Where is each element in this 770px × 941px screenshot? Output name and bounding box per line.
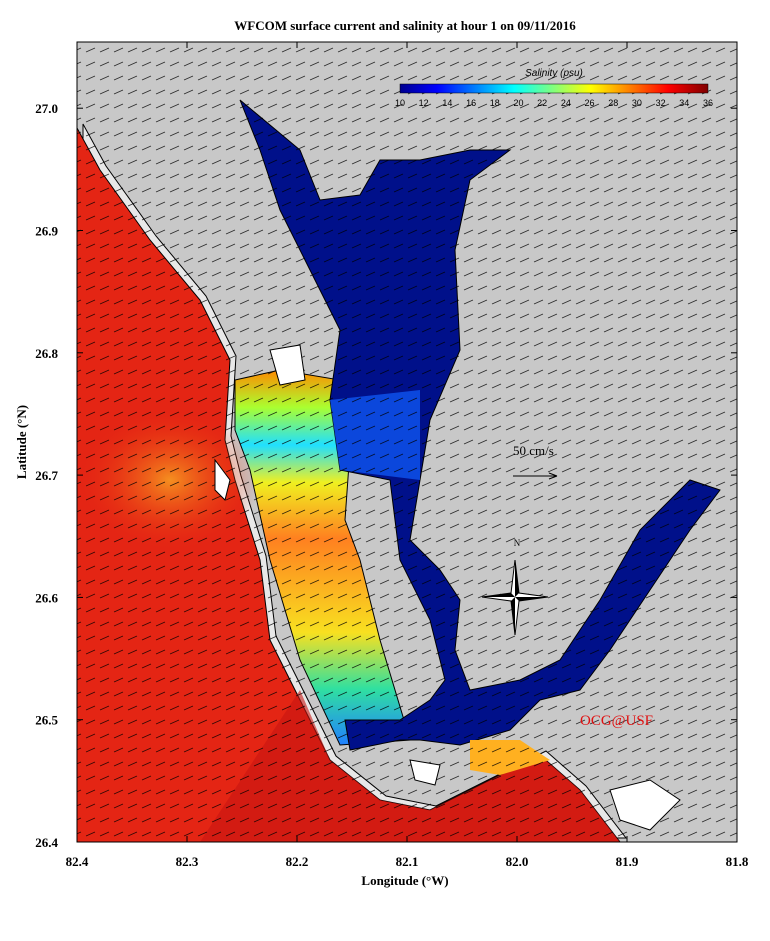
colorbar-tick-label: 16 <box>466 98 476 108</box>
colorbar-tick-label: 14 <box>442 98 452 108</box>
colorbar-tick-label: 26 <box>585 98 595 108</box>
colorbar-tick-label: 12 <box>419 98 429 108</box>
compass-fill <box>482 560 548 635</box>
y-tick-label: 26.5 <box>35 713 58 728</box>
x-tick-label: 81.8 <box>726 854 749 869</box>
y-tick-label: 26.6 <box>35 590 58 605</box>
x-tick-label: 82.4 <box>66 854 89 869</box>
credit: OCG@USF <box>580 713 653 729</box>
x-tick-label: 82.2 <box>286 854 309 869</box>
y-tick-label: 26.9 <box>35 224 58 239</box>
x-tick-label: 81.9 <box>616 854 639 869</box>
colorbar-tick-label: 28 <box>608 98 618 108</box>
colorbar <box>399 83 709 94</box>
y-axis-label: Latitude (°N) <box>14 405 29 479</box>
colorbar-tick-label: 22 <box>537 98 547 108</box>
islands <box>214 344 681 831</box>
x-tick-label: 82.0 <box>506 854 529 869</box>
y-tick-label: 27.0 <box>35 101 58 116</box>
map-area <box>77 42 737 842</box>
y-tick-label: 26.7 <box>35 468 58 483</box>
map-title: WFCOM surface current and salinity at ho… <box>234 18 576 33</box>
colorbar-tick-label: 24 <box>561 98 571 108</box>
compass-label: N <box>514 538 521 548</box>
x-tick-label: 82.3 <box>176 854 199 869</box>
colorbar-tick-label: 30 <box>632 98 642 108</box>
colorbar-tick-label: 32 <box>656 98 666 108</box>
y-tick-label: 26.8 <box>35 346 58 361</box>
x-tick-label: 82.1 <box>396 854 419 869</box>
scale-label: 50 cm/s <box>513 443 554 458</box>
y-tick-label: 26.4 <box>35 835 58 850</box>
colorbar-tick-label: 36 <box>703 98 713 108</box>
colorbar-tick-label: 18 <box>490 98 500 108</box>
colorbar-tick-label: 20 <box>513 98 523 108</box>
colorbar-tick-label: 34 <box>679 98 689 108</box>
current-vectors <box>77 42 737 842</box>
colorbar-tick-label: 10 <box>395 98 405 108</box>
scale-arrow <box>513 472 558 480</box>
colorbar-label: Salinity (psu) <box>525 68 583 79</box>
x-axis-label: Longitude (°W) <box>361 873 448 888</box>
